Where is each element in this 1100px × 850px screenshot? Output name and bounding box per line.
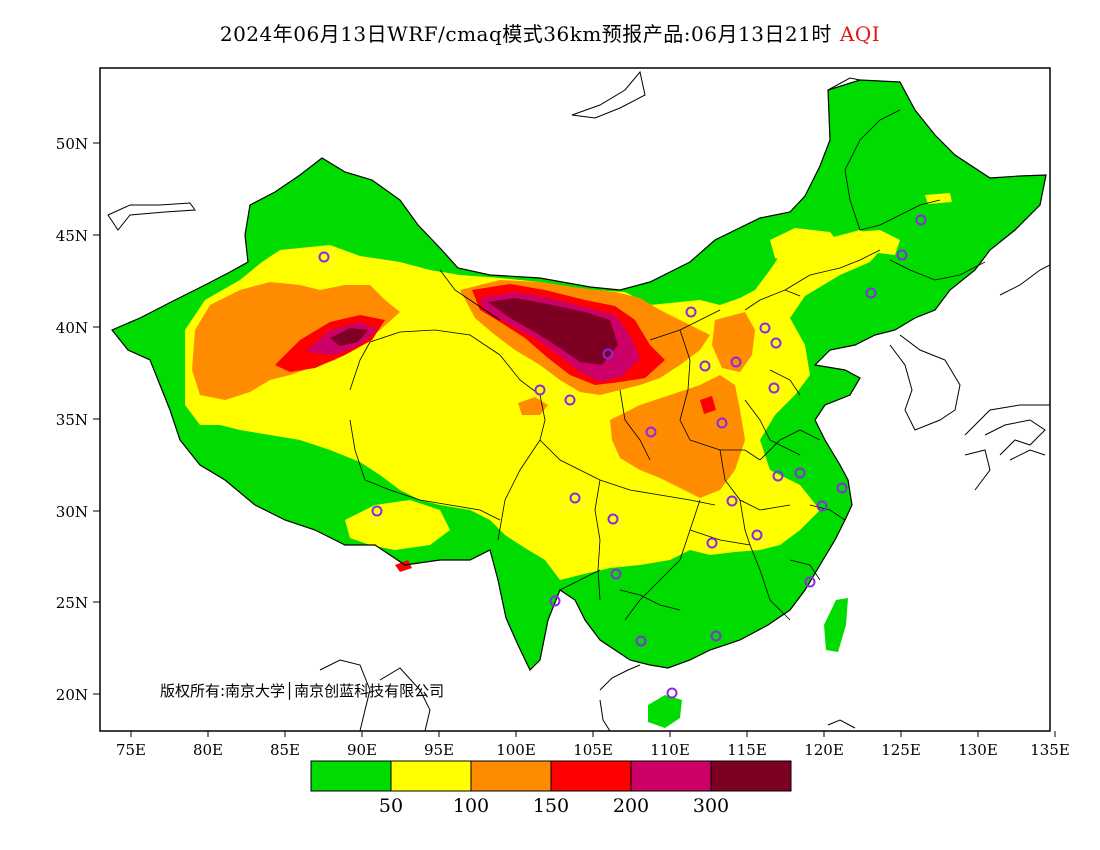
region-sensitive-xinjiang: [192, 282, 400, 400]
lon-tick-label: 80E: [193, 741, 223, 759]
region-unhealthy-small: [700, 396, 716, 414]
station-marker: [534, 384, 546, 396]
region-moderate-ne3: [925, 193, 952, 204]
legend-swatch: [390, 760, 472, 792]
station-marker: [564, 394, 576, 406]
lon-tick-label: 125E: [881, 741, 921, 759]
region-hazardous-xinjiang: [330, 328, 368, 346]
station-marker: [730, 356, 742, 368]
legend-swatch: [710, 760, 792, 792]
station-marker: [816, 500, 828, 512]
legend-swatch: [310, 760, 392, 792]
lon-tick-label: 100E: [496, 741, 536, 759]
lat-tick-label: 20N: [56, 686, 88, 704]
region-sensitive-hebei: [712, 312, 755, 372]
map-title: 2024年06月13日WRF/cmaq模式36km预报产品:06月13日21时 A…: [0, 18, 1100, 47]
island-taiwan: [824, 598, 848, 652]
coastlines: [107, 70, 1050, 731]
station-marker: [768, 382, 780, 394]
station-marker: [569, 492, 581, 504]
legend-label: 100: [453, 795, 489, 817]
lon-tick-label: 90E: [347, 741, 377, 759]
lon-tick-label: 110E: [650, 741, 690, 759]
lat-axis: 50N 45N 40N 35N 30N 25N 20N: [56, 135, 88, 704]
lon-tick-label: 115E: [727, 741, 767, 759]
station-marker: [666, 687, 678, 699]
station-marker: [759, 322, 771, 334]
station-marker: [371, 505, 383, 517]
station-marker: [635, 635, 647, 647]
station-markers: [318, 214, 927, 699]
tick-marks: [93, 142, 1056, 737]
lat-tick-label: 45N: [56, 227, 88, 245]
legend: 50 100 150 200 300: [310, 760, 792, 817]
legend-swatch: [470, 760, 552, 792]
province-borders: [349, 109, 986, 621]
station-marker: [318, 251, 330, 263]
station-marker: [770, 337, 782, 349]
lon-tick-label: 95E: [424, 741, 454, 759]
lon-tick-label: 75E: [116, 741, 146, 759]
legend-swatch: [550, 760, 632, 792]
station-marker: [794, 467, 806, 479]
station-marker: [915, 214, 927, 226]
lat-tick-label: 35N: [56, 411, 88, 429]
lon-tick-label: 85E: [270, 741, 300, 759]
legend-label: 200: [613, 795, 649, 817]
station-marker: [865, 287, 877, 299]
lon-tick-label: 130E: [958, 741, 998, 759]
lon-tick-label: 135E: [1030, 741, 1070, 759]
station-marker: [716, 417, 728, 429]
island-hainan: [648, 695, 682, 728]
station-marker: [699, 360, 711, 372]
region-unhealthy-south: [395, 560, 412, 572]
station-marker: [607, 513, 619, 525]
country-border: [111, 79, 1047, 672]
station-marker: [896, 249, 908, 261]
station-marker: [804, 576, 816, 588]
lon-axis: 75E 80E 85E 90E 95E 100E 105E 110E 115E …: [116, 741, 1070, 759]
copyright-text: 版权所有:南京大学│南京创蓝科技有限公司: [160, 681, 444, 700]
region-sensitive-patch: [518, 397, 548, 415]
lat-tick-label: 30N: [56, 503, 88, 521]
legend-swatch: [630, 760, 712, 792]
station-marker: [706, 537, 718, 549]
legend-label: 50: [379, 795, 403, 817]
station-marker: [726, 495, 738, 507]
station-marker: [610, 568, 622, 580]
station-marker: [549, 595, 561, 607]
lat-tick-label: 25N: [56, 594, 88, 612]
lon-tick-label: 105E: [573, 741, 613, 759]
station-marker: [685, 306, 697, 318]
region-hazardous-north: [488, 298, 618, 365]
station-marker: [645, 426, 657, 438]
station-marker: [602, 348, 614, 360]
title-main: 2024年06月13日WRF/cmaq模式36km预报产品:06月13日21时: [219, 22, 832, 46]
region-moderate-northeast: [770, 228, 850, 275]
station-marker: [710, 630, 722, 642]
region-moderate-ne2: [855, 230, 900, 255]
lon-tick-label: 120E: [804, 741, 844, 759]
lat-tick-label: 40N: [56, 319, 88, 337]
station-marker: [836, 482, 848, 494]
station-marker: [751, 529, 763, 541]
region-moderate-tibet: [345, 500, 450, 550]
legend-label: 300: [693, 795, 729, 817]
map-content: 版权所有:南京大学│南京创蓝科技有限公司: [107, 70, 1050, 731]
station-marker: [772, 470, 784, 482]
legend-label: 150: [533, 795, 569, 817]
lat-tick-label: 50N: [56, 135, 88, 153]
title-highlight: AQI: [839, 22, 881, 46]
